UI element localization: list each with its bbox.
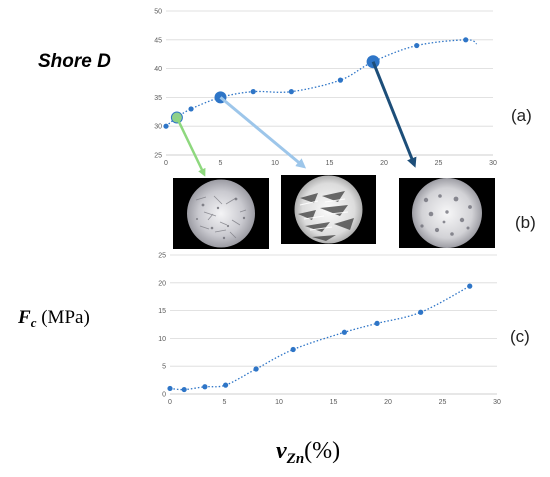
micrograph-3 bbox=[399, 178, 495, 248]
x-tick-label: 25 bbox=[435, 160, 443, 167]
data-point bbox=[222, 382, 229, 388]
y-tick-label: 35 bbox=[154, 95, 162, 102]
x-symbol: v bbox=[276, 438, 287, 464]
arrow-green bbox=[175, 117, 206, 177]
x-tick-label: 10 bbox=[275, 399, 283, 406]
micrograph-1 bbox=[173, 178, 269, 249]
bottom-trendline bbox=[169, 285, 471, 391]
bottom-grid bbox=[170, 254, 497, 395]
x-tick-label: 30 bbox=[489, 160, 497, 167]
y-tick-label: 45 bbox=[154, 37, 162, 44]
data-point bbox=[250, 89, 256, 95]
arrow-light-blue bbox=[219, 96, 307, 169]
data-point bbox=[337, 77, 343, 83]
bottom-y-label: Fc (MPa) bbox=[17, 307, 90, 330]
x-tick-label: 20 bbox=[384, 399, 392, 406]
data-point bbox=[374, 320, 380, 326]
shore-d-chart: 25 30 35 40 45 50 0 5 10 15 20 25 30 bbox=[154, 9, 497, 168]
data-point bbox=[290, 346, 296, 353]
x-unit: (%) bbox=[304, 438, 340, 464]
y-tick-label: 30 bbox=[154, 124, 162, 131]
y-tick-label: 40 bbox=[154, 66, 162, 73]
x-tick-label: 10 bbox=[271, 160, 279, 167]
top-tick-labels: 25 30 35 40 45 50 0 5 10 15 20 25 30 bbox=[154, 9, 497, 168]
y-tick-label: 20 bbox=[158, 280, 166, 287]
panel-label-c: (c) bbox=[510, 327, 530, 346]
micrograph-2 bbox=[281, 175, 376, 244]
y-tick-label: 50 bbox=[154, 9, 162, 16]
data-point bbox=[467, 283, 473, 289]
x-tick-label: 15 bbox=[330, 399, 338, 406]
data-point bbox=[188, 106, 194, 112]
bottom-y-unit: (MPa) bbox=[36, 307, 89, 328]
x-tick-label: 5 bbox=[223, 399, 227, 406]
x-subscript: Zn bbox=[286, 451, 305, 467]
y-tick-label: 5 bbox=[162, 364, 166, 371]
bottom-tick-labels: 0 5 10 15 20 25 0 5 10 15 20 25 30 bbox=[158, 253, 501, 407]
y-tick-label: 0 bbox=[162, 392, 166, 399]
data-point bbox=[202, 384, 208, 390]
y-tick-label: 15 bbox=[158, 308, 166, 315]
data-point bbox=[167, 385, 173, 392]
top-points bbox=[163, 37, 469, 129]
data-point bbox=[253, 366, 259, 372]
fc-chart: 0 5 10 15 20 25 0 5 10 15 20 25 30 bbox=[158, 253, 501, 407]
data-point bbox=[341, 329, 347, 335]
y-tick-label: 10 bbox=[158, 336, 166, 343]
x-tick-label: 0 bbox=[168, 399, 172, 406]
panel-label-b: (b) bbox=[515, 213, 536, 232]
x-tick-label: 25 bbox=[439, 399, 447, 406]
panel-label-a: (a) bbox=[511, 106, 532, 125]
data-point bbox=[418, 309, 424, 315]
x-tick-label: 20 bbox=[380, 160, 388, 167]
y-tick-label: 25 bbox=[154, 153, 162, 160]
bottom-y-subscript: c bbox=[31, 315, 37, 330]
data-point bbox=[181, 386, 187, 393]
data-point bbox=[163, 123, 169, 129]
y-tick-label: 25 bbox=[158, 253, 166, 260]
bottom-y-symbol: F bbox=[17, 307, 31, 328]
x-tick-label: 15 bbox=[326, 160, 334, 167]
arrows bbox=[175, 61, 417, 177]
x-tick-label: 5 bbox=[219, 160, 223, 167]
bottom-points bbox=[167, 283, 473, 393]
data-point bbox=[414, 42, 420, 49]
top-y-label: Shore D bbox=[38, 51, 111, 72]
top-trendline bbox=[165, 39, 478, 127]
x-axis-label: vZn(%) bbox=[276, 438, 340, 467]
data-point bbox=[288, 89, 294, 95]
x-tick-label: 0 bbox=[164, 160, 168, 167]
arrow-dark-blue bbox=[371, 61, 417, 168]
x-tick-label: 30 bbox=[493, 399, 501, 406]
data-point bbox=[463, 37, 469, 43]
